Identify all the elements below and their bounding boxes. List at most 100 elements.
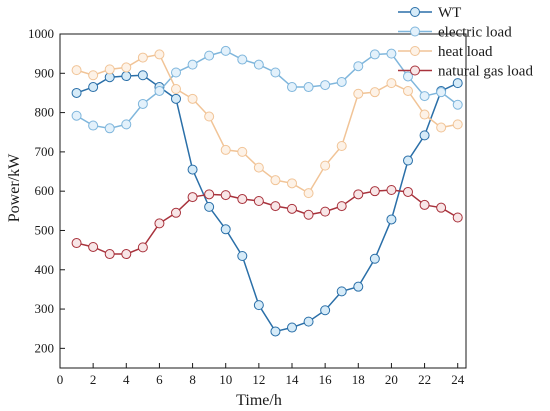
x-tick-label: 14: [286, 372, 300, 387]
data-point-heat-load: [71, 65, 82, 76]
y-tick-label: 300: [35, 301, 55, 316]
data-point-heat-load: [436, 122, 447, 133]
legend-item-heat-load: heat load: [398, 44, 493, 60]
x-tick-label: 24: [451, 372, 465, 387]
data-point-natural-gas-load: [303, 209, 314, 220]
data-point-electric-load: [237, 54, 248, 65]
y-axis-title: Power/kW: [6, 153, 23, 222]
data-point-heat-load: [419, 109, 430, 120]
data-point-wt: [452, 78, 463, 89]
data-point-heat-load: [137, 52, 148, 63]
data-point-natural-gas-load: [403, 186, 413, 197]
data-point-wt: [386, 214, 397, 225]
data-point-electric-load: [386, 48, 397, 59]
data-point-wt: [121, 71, 132, 82]
data-point-heat-load: [171, 84, 181, 95]
data-point-natural-gas-load: [187, 192, 198, 203]
data-point-electric-load: [137, 98, 148, 109]
data-point-heat-load: [237, 146, 248, 157]
data-point-wt: [336, 286, 347, 297]
data-point-natural-gas-load: [386, 184, 397, 195]
data-point-electric-load: [436, 87, 447, 98]
x-tick-label: 10: [219, 372, 232, 387]
legend-marker: [410, 46, 420, 56]
data-point-wt: [204, 201, 215, 212]
data-point-heat-load: [386, 78, 397, 89]
data-point-natural-gas-load: [220, 190, 231, 201]
data-point-natural-gas-load: [270, 201, 281, 212]
data-point-heat-load: [369, 87, 380, 98]
data-point-natural-gas-load: [436, 202, 447, 213]
data-point-electric-load: [253, 59, 264, 70]
data-point-heat-load: [187, 93, 198, 104]
legend-marker: [410, 7, 420, 17]
x-tick-label: 20: [385, 372, 398, 387]
y-tick-label: 900: [35, 65, 55, 80]
data-point-heat-load: [287, 178, 297, 189]
legend-label: WT: [438, 5, 461, 21]
legend: WT electric load heat load natural gas load: [398, 5, 533, 80]
data-point-wt: [369, 253, 380, 264]
data-point-heat-load: [353, 88, 364, 99]
x-tick-label: 18: [352, 372, 365, 387]
data-point-natural-gas-load: [104, 249, 115, 260]
x-tick-label: 6: [156, 372, 163, 387]
data-point-natural-gas-load: [287, 203, 297, 214]
plot-frame: [59, 33, 467, 369]
data-point-electric-load: [287, 82, 297, 93]
data-point-wt: [270, 326, 281, 337]
y-tick-label: 500: [35, 222, 55, 237]
data-point-heat-load: [220, 144, 231, 155]
data-point-natural-gas-load: [204, 189, 215, 200]
x-tick-label: 8: [189, 372, 196, 387]
y-tick-label: 400: [35, 262, 55, 277]
data-point-heat-load: [303, 188, 314, 199]
legend-item-natural-gas-load: natural gas load: [398, 64, 533, 80]
y-tick-label: 1000: [28, 26, 54, 41]
data-point-electric-load: [336, 76, 347, 87]
x-tick-label: 16: [319, 372, 333, 387]
data-point-heat-load: [154, 49, 165, 60]
data-point-natural-gas-load: [88, 241, 99, 252]
data-point-wt: [237, 251, 248, 262]
data-point-electric-load: [419, 91, 430, 102]
legend-marker: [410, 26, 420, 37]
data-point-electric-load: [171, 67, 181, 78]
data-point-heat-load: [270, 175, 281, 186]
data-point-heat-load: [336, 140, 347, 151]
series-line-natural-gas-load: [76, 189, 459, 255]
data-point-electric-load: [154, 85, 165, 96]
data-point-heat-load: [104, 64, 115, 75]
series-natural-gas-load: [71, 184, 463, 260]
data-point-wt: [71, 87, 82, 98]
data-point-natural-gas-load: [137, 242, 148, 253]
x-tick-label: 4: [123, 372, 130, 387]
data-point-natural-gas-load: [369, 186, 380, 197]
data-point-electric-load: [71, 110, 82, 121]
data-point-wt: [253, 300, 264, 311]
data-point-electric-load: [104, 123, 115, 134]
data-point-wt: [287, 322, 297, 333]
y-tick-label: 800: [35, 105, 55, 120]
y-tick-label: 200: [35, 340, 55, 355]
data-point-wt: [303, 316, 314, 327]
data-point-wt: [320, 305, 331, 316]
legend-label: electric load: [438, 25, 512, 41]
data-point-natural-gas-load: [154, 218, 165, 229]
data-point-wt: [403, 155, 413, 166]
x-tick-label: 0: [57, 372, 64, 387]
x-tick-label: 2: [90, 372, 97, 387]
x-tick-label: 22: [418, 372, 431, 387]
data-point-heat-load: [121, 62, 132, 73]
data-point-natural-gas-load: [353, 189, 364, 200]
data-point-natural-gas-load: [71, 238, 82, 249]
data-point-electric-load: [121, 119, 132, 130]
data-point-electric-load: [452, 99, 463, 110]
series-electric-load: [71, 45, 463, 134]
legend-item-electric-load: electric load: [398, 25, 512, 41]
data-point-wt: [88, 82, 99, 93]
y-tick-label: 700: [35, 144, 55, 159]
legend-label: heat load: [438, 44, 493, 60]
data-point-natural-gas-load: [237, 194, 248, 205]
